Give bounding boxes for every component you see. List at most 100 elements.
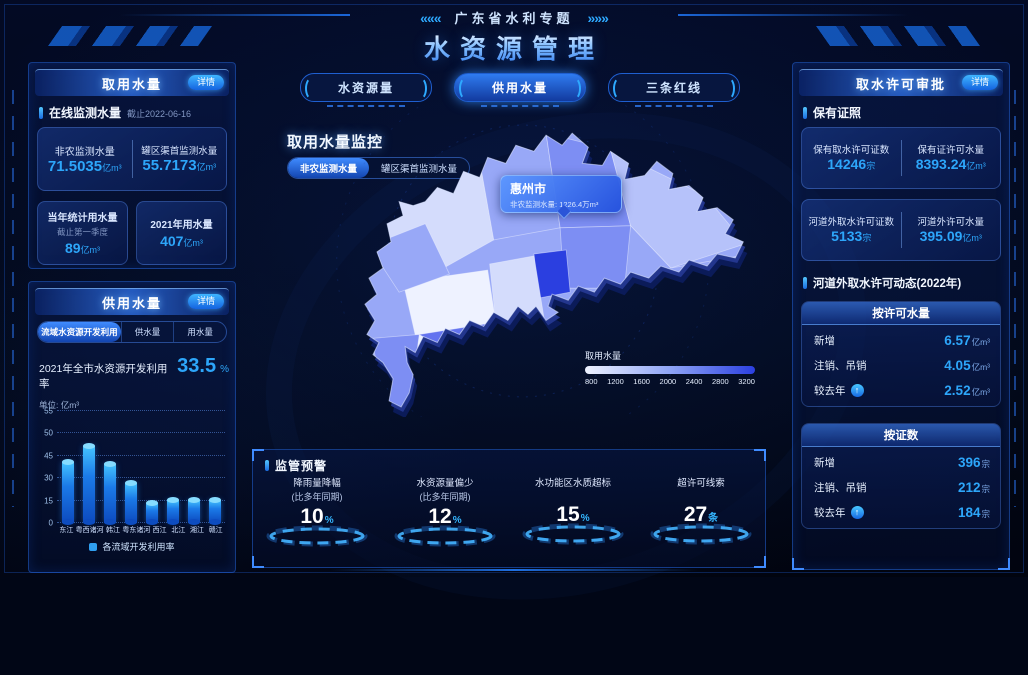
alert-item-permit-clues: 超许可线索 27条 — [637, 478, 765, 547]
summary-label: 2021年全市水资源开发利用率 — [39, 363, 168, 390]
tab-three-red-lines[interactable]: 三条红线 — [608, 73, 740, 107]
legend-tick: 1600 — [633, 377, 650, 386]
arc-left-icon — [305, 77, 319, 100]
glow-ellipse-icon — [394, 525, 496, 547]
section-title: 在线监测水量 — [49, 106, 122, 120]
header-stripes-right-icon — [815, 26, 981, 46]
stat-value: 395.09 — [919, 228, 963, 244]
stat-unit: 亿m³ — [196, 162, 217, 172]
section-note: 截止2022-06-16 — [127, 109, 192, 119]
panel-water-intake-header: 取用水量 详情 — [35, 69, 229, 96]
chart-bar-粤东诸河[interactable] — [124, 480, 137, 525]
chart-bar-湘江[interactable] — [187, 497, 200, 525]
stat-unit: 亿m³ — [183, 237, 203, 248]
group-by-count: 按证数 新增 396宗 注销、吊销 212宗 较去年 ↑ 184宗 — [801, 423, 1001, 529]
online-monitor-section: 在线监测水量 截止2022-06-16 — [39, 104, 227, 121]
alert-sublabel — [509, 490, 637, 501]
monitor-stats-card: 非农监测水量 71.5035亿m³ 罐区渠首监测水量 55.7173亿m³ — [37, 127, 227, 191]
group-row: 注销、吊销 4.05亿m³ — [802, 350, 1000, 375]
x-axis-label: 韩江 — [106, 527, 120, 534]
map-region-huizhou[interactable] — [559, 225, 632, 289]
tab-label: 水资源量 — [337, 81, 394, 95]
legend-swatch-icon — [89, 542, 98, 551]
stat-label: 保有证许可水量 — [917, 145, 984, 156]
glow-ellipse-icon — [522, 523, 624, 545]
map-metric-toggle: 非农监测水量 罐区渠首监测水量 — [287, 157, 471, 179]
x-axis-label: 粤东诸河 — [122, 527, 151, 534]
detail-button[interactable]: 详情 — [187, 294, 224, 309]
stat-label: 罐区渠首监测水量 — [141, 146, 218, 157]
chevrons-right-icon: »»» — [587, 10, 609, 26]
tooltip-city: 惠州市 — [510, 182, 547, 196]
panel-title: 供用水量 — [101, 295, 162, 311]
stat-unit: 亿m³ — [102, 162, 122, 173]
panel-water-intake: 取用水量 详情 在线监测水量 截止2022-06-16 非农监测水量 71.50… — [28, 62, 236, 269]
arc-left-icon — [459, 77, 473, 100]
stat-label: 2021年用水量 — [150, 219, 213, 231]
tab-supply-use-water[interactable]: 供用水量 — [454, 73, 586, 107]
alert-label: 水功能区水质超标 — [534, 478, 611, 489]
panel-permit-approval: 取水许可审批 详情 保有证照 保有取水许可证数 14246宗 保有证许可水量 8… — [792, 62, 1010, 570]
alerts-header: 监管预警 — [253, 450, 765, 474]
tab-use-volume[interactable]: 用水量 — [173, 322, 226, 342]
toggle-canal[interactable]: 罐区渠首监测水量 — [381, 164, 458, 175]
page-header: ««« 广东省水利专题 »»» 水资源管理 — [0, 0, 1028, 64]
stat-held-count: 保有取水许可证数 14246宗 — [802, 142, 901, 174]
group-header: 按许可水量 — [802, 302, 1000, 325]
tab-basin-utilization[interactable]: 流域水资源开发利用 — [38, 322, 121, 342]
tab-water-resources[interactable]: 水资源量 — [300, 73, 432, 107]
alert-item-quality: 水功能区水质超标 15% — [509, 478, 637, 547]
map-region[interactable] — [609, 148, 745, 269]
detail-button[interactable]: 详情 — [961, 75, 998, 90]
arc-right-icon — [413, 77, 427, 100]
section-title: 保有证照 — [813, 106, 862, 120]
y-axis-tick: 0 — [48, 518, 53, 528]
stat-value: 8393.24 — [915, 156, 967, 172]
alert-item-resource: 水资源量偏少 (比多年同期) 12% — [381, 478, 509, 547]
map-legend-gradient — [585, 366, 755, 374]
alerts-title: 监管预警 — [275, 459, 328, 473]
group-row: 新增 6.57亿m³ — [802, 325, 1000, 350]
left-edge-decoration — [12, 90, 14, 507]
section-tick-icon — [803, 277, 807, 289]
chart-gridline: 30 — [44, 474, 225, 483]
glow-ellipse-icon — [266, 525, 368, 547]
tooltip-unit: 万m³ — [582, 200, 599, 209]
map-legend-ticks: 800 1200 1600 2000 2400 2800 3200 — [585, 377, 755, 386]
stat-value: 89 — [64, 239, 81, 256]
chart-bar-韩江[interactable] — [103, 461, 116, 525]
y-axis-tick: 50 — [44, 428, 53, 438]
corner-bracket-icon — [252, 556, 264, 568]
alert-label: 超许可线索 — [677, 478, 725, 489]
alerts-row: 降雨量降幅 (比多年同期) 10% 水资源量偏少 (比多年同期) 12% 水功能… — [253, 478, 765, 547]
row-label: 新增 — [814, 457, 835, 469]
row-value: 2.52 — [944, 383, 971, 398]
group-row: 注销、吊销 212宗 — [802, 472, 1000, 497]
corner-bracket-icon — [754, 556, 766, 568]
chart-gridline: 55 — [44, 407, 225, 416]
detail-button[interactable]: 详情 — [187, 75, 224, 90]
chart-bar-东江[interactable] — [61, 459, 74, 525]
row-unit: 宗 — [981, 509, 990, 519]
tab-supply-volume[interactable]: 供水量 — [120, 322, 174, 342]
chart-bar-赣江[interactable] — [208, 497, 221, 525]
toggle-nonfarm[interactable]: 非农监测水量 — [288, 158, 370, 178]
arrow-up-icon: ↑ — [850, 506, 864, 519]
center-tab-bar: 水资源量 供用水量 三条红线 — [300, 73, 740, 107]
legend-tick: 800 — [585, 377, 598, 386]
stat-unit: 宗 — [862, 233, 872, 243]
stat-unit: 亿m³ — [962, 233, 982, 243]
corner-bracket-icon — [754, 449, 766, 461]
map-outline — [364, 132, 745, 408]
chart-bar-北江[interactable] — [166, 497, 179, 525]
map-legend-label: 取用水量 — [585, 351, 622, 361]
chart-bar-西江[interactable] — [145, 500, 158, 525]
group-row: 新增 396宗 — [802, 447, 1000, 472]
row-label: 注销、吊销 — [814, 360, 867, 372]
stat-card-current-year: 当年统计用水量 截止第一季度 89亿m³ — [37, 201, 128, 265]
chart-bar-粤西诸河[interactable] — [82, 443, 95, 525]
stat-unit: 亿m³ — [80, 244, 101, 255]
row-unit: 亿m³ — [971, 387, 990, 397]
tab-label: 供用水量 — [491, 81, 548, 95]
basin-chart-legend: 各流域开发利用率 — [29, 540, 235, 553]
